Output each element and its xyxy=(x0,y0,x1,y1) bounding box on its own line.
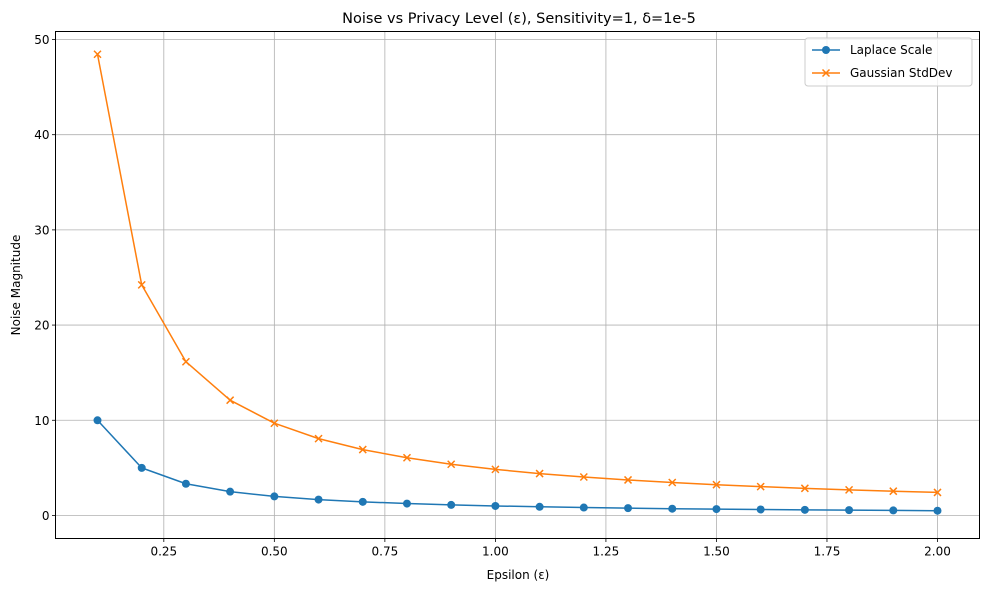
axis-ticks: 0.25 0.50 0.75 1.00 1.25 1.50 1.75 2.00 0 10 20 30 4… xyxy=(34,33,951,559)
data-point-gaussian-stddev xyxy=(447,460,456,469)
data-point-laplace-scale xyxy=(756,505,765,514)
data-point-laplace-scale xyxy=(800,505,809,514)
data-point-laplace-scale xyxy=(712,505,721,514)
x-tick-label: 1.00 xyxy=(482,545,509,559)
y-tick-label: 0 xyxy=(42,509,50,523)
chart-title: Noise vs Privacy Level (ε), Sensitivity=… xyxy=(342,11,696,27)
legend-marker-gaussian xyxy=(821,68,831,78)
data-point-gaussian-stddev xyxy=(889,487,898,496)
data-point-gaussian-stddev xyxy=(270,419,279,428)
y-axis-label: Noise Magnitude xyxy=(9,235,23,336)
series-line-laplace-scale xyxy=(96,419,938,512)
data-point-gaussian-stddev xyxy=(314,434,323,443)
data-point-laplace-scale xyxy=(314,495,323,504)
data-point-gaussian-stddev xyxy=(712,480,721,489)
data-point-gaussian-stddev xyxy=(579,472,588,482)
data-point-gaussian-stddev xyxy=(535,469,544,478)
legend-box xyxy=(804,37,973,87)
x-tick-label: 1.50 xyxy=(703,545,730,559)
data-point-gaussian-stddev xyxy=(358,445,367,454)
y-tick-label: 50 xyxy=(34,33,49,47)
plot-frame xyxy=(55,31,980,539)
data-point-laplace-scale xyxy=(889,506,898,515)
x-axis-label: Epsilon (ε) xyxy=(487,568,550,582)
data-point-laplace-scale xyxy=(535,502,544,511)
y-tick-label: 20 xyxy=(34,319,49,333)
y-tick-label: 10 xyxy=(34,414,49,428)
x-tick-label: 0.25 xyxy=(150,545,177,559)
data-point-gaussian-stddev xyxy=(491,465,500,474)
data-point-gaussian-stddev xyxy=(181,357,190,366)
data-point-gaussian-stddev xyxy=(933,488,942,497)
data-point-gaussian-stddev xyxy=(402,453,412,462)
legend: Laplace Scale Gaussian StdDev xyxy=(804,37,973,87)
legend-marker-laplace xyxy=(822,46,830,54)
legend-label-laplace: Laplace Scale xyxy=(850,43,932,57)
data-point-gaussian-stddev xyxy=(226,396,235,405)
x-tick-label: 2.00 xyxy=(924,545,951,559)
grid-lines xyxy=(55,31,980,539)
x-tick-label: 1.25 xyxy=(593,545,620,559)
data-point-laplace-scale xyxy=(491,501,500,510)
data-point-gaussian-stddev xyxy=(800,484,809,493)
data-point-gaussian-stddev xyxy=(137,280,146,289)
data-point-laplace-scale xyxy=(933,506,942,515)
data-point-gaussian-stddev xyxy=(623,475,633,484)
data-point-laplace-scale xyxy=(624,504,633,513)
y-tick-label: 30 xyxy=(34,223,49,237)
x-tick-label: 1.75 xyxy=(814,545,841,559)
data-point-gaussian-stddev xyxy=(756,482,765,491)
data-point-laplace-scale xyxy=(137,463,146,472)
series-line-gaussian-stddev xyxy=(96,54,938,494)
data-point-laplace-scale xyxy=(579,503,588,512)
legend-label-gaussian: Gaussian StdDev xyxy=(850,66,953,80)
data-point-gaussian-stddev xyxy=(845,485,854,494)
data-point-laplace-scale xyxy=(668,504,677,513)
data-point-laplace-scale xyxy=(270,492,279,501)
data-point-laplace-scale xyxy=(402,499,411,508)
y-tick-label: 40 xyxy=(34,128,49,142)
data-point-laplace-scale xyxy=(845,506,854,515)
data-point-laplace-scale xyxy=(93,416,102,425)
series-layer xyxy=(93,50,942,515)
data-point-laplace-scale xyxy=(226,487,235,496)
data-point-laplace-scale xyxy=(447,500,456,509)
data-point-gaussian-stddev xyxy=(668,478,677,487)
data-point-gaussian-stddev xyxy=(93,50,102,59)
data-point-laplace-scale xyxy=(358,497,367,506)
x-tick-label: 0.75 xyxy=(372,545,399,559)
data-point-laplace-scale xyxy=(181,479,190,488)
x-tick-label: 0.50 xyxy=(261,545,288,559)
